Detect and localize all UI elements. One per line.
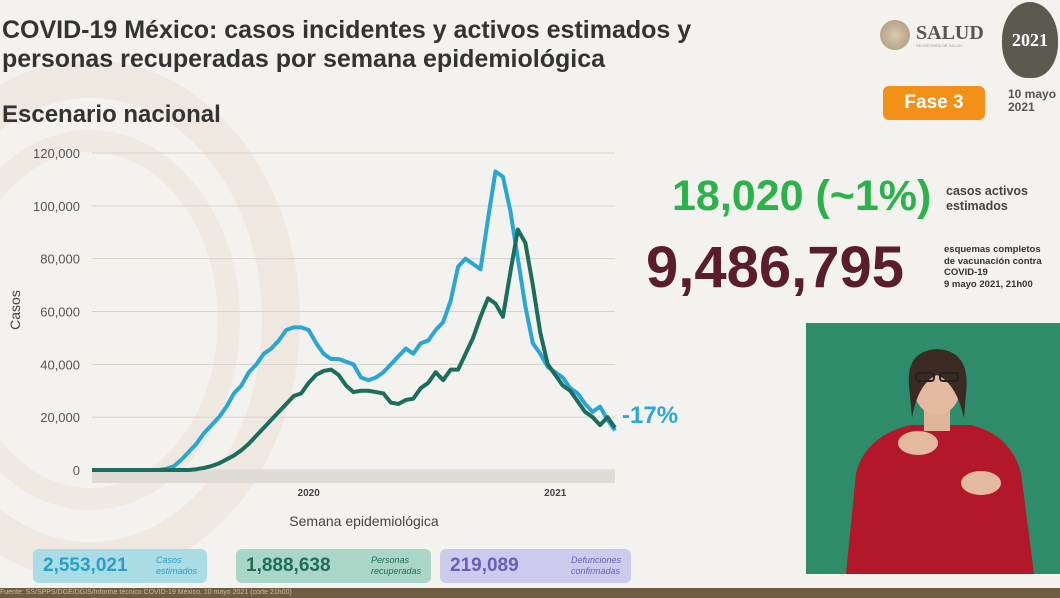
series-line-personas-recuperadas bbox=[92, 227, 617, 472]
label-line: 9 mayo 2021, 21h00 bbox=[944, 278, 1033, 290]
x-axis-week-ticks bbox=[92, 471, 615, 483]
stat-label-line: confirmadas bbox=[570, 566, 620, 576]
stat-value: 219,089 bbox=[450, 555, 519, 576]
y-tick-label: 60,000 bbox=[40, 305, 80, 320]
y-tick-label: 20,000 bbox=[40, 410, 80, 425]
active-cases-value: 18,020 (~1%) bbox=[672, 172, 932, 220]
report-date: 10 mayo 2021 bbox=[1008, 88, 1058, 114]
stat-value: 2,553,021 bbox=[43, 555, 128, 576]
salud-logo-subtext: SECRETARÍA DE SALUD bbox=[916, 42, 963, 48]
vaccination-value: 9,486,795 bbox=[646, 235, 905, 300]
page-title: COVID-19 México: casos incidentes y acti… bbox=[2, 16, 842, 74]
stat-label: Defunciones confirmadas bbox=[563, 555, 621, 577]
x-axis-title: Semana epidemiológica bbox=[289, 513, 439, 529]
vaccination-label: esquemas completos de vacunación contra … bbox=[944, 244, 1056, 290]
label-line: estimados bbox=[946, 199, 1008, 213]
y-axis-title: Casos bbox=[7, 290, 23, 330]
active-cases-label: casos activos estimados bbox=[946, 184, 1028, 214]
date-line-1: 10 mayo bbox=[1008, 87, 1057, 101]
stat-value: 1,888,638 bbox=[246, 555, 331, 576]
label-line: esquemas completos bbox=[944, 244, 1041, 255]
label-line: COVID-19 bbox=[944, 267, 988, 278]
stat-label-line: Casos bbox=[155, 555, 182, 565]
mexico-seal-icon bbox=[880, 20, 910, 50]
salud-logo-text: SALUD bbox=[916, 21, 984, 44]
stat-card-recovered: 1,888,638 Personas recuperadas bbox=[236, 549, 431, 583]
y-tick-label: 120,000 bbox=[33, 146, 80, 161]
sign-language-interpreter-video bbox=[806, 323, 1060, 574]
salud-logo: SALUD SECRETARÍA DE SALUD bbox=[880, 20, 984, 50]
x-tick-label-2020: 2020 bbox=[298, 488, 321, 499]
source-footer: Fuente: SS/SPPS/DGE/DGIS/Informe técnico… bbox=[0, 588, 1060, 598]
phase-badge: Fase 3 bbox=[883, 86, 985, 120]
x-tick-label-2021: 2021 bbox=[544, 488, 567, 499]
stat-label: Personas recuperadas bbox=[363, 555, 421, 577]
stat-card-deaths: 219,089 Defunciones confirmadas bbox=[440, 549, 631, 583]
date-line-2: 2021 bbox=[1008, 100, 1035, 114]
background-pattern-area bbox=[0, 0, 320, 598]
stat-label-line: recuperadas bbox=[370, 566, 421, 576]
stat-label-line: Defunciones bbox=[570, 555, 621, 565]
label-line: de vacunación contra bbox=[944, 255, 1042, 267]
stat-label: Casos estimados bbox=[148, 555, 197, 577]
title-line-1: COVID-19 México: casos incidentes y acti… bbox=[2, 16, 692, 44]
interpreter-figure bbox=[846, 349, 1034, 574]
seal-text: 2021 bbox=[1012, 29, 1048, 50]
y-tick-label: 80,000 bbox=[40, 252, 80, 267]
y-tick-label: 100,000 bbox=[33, 199, 80, 214]
y-tick-label: 40,000 bbox=[40, 357, 80, 372]
page-subtitle: Escenario nacional bbox=[2, 101, 221, 128]
mexico-2021-seal-icon: 2021 bbox=[1002, 2, 1058, 78]
stat-card-estimated-cases: 2,553,021 Casos estimados bbox=[33, 549, 207, 583]
stat-label-line: Personas bbox=[370, 555, 409, 565]
series-line-casos-estimados bbox=[92, 169, 617, 472]
title-line-2: personas recuperadas por semana epidemio… bbox=[2, 45, 606, 73]
change-annotation: -17% bbox=[622, 402, 679, 429]
label-line: casos activos bbox=[946, 184, 1028, 198]
stat-label-line: estimados bbox=[155, 566, 197, 576]
cases-line-chart: 020,00040,00060,00080,000100,000120,000 … bbox=[7, 146, 617, 529]
y-tick-label: 0 bbox=[73, 463, 80, 478]
